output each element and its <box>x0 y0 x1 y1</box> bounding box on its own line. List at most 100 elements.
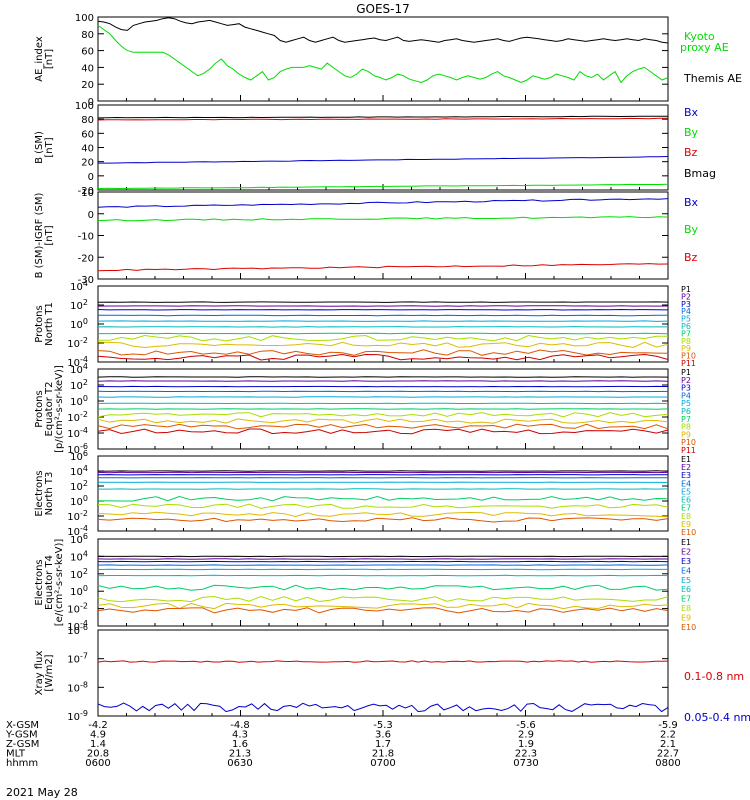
panel-frame <box>97 629 669 717</box>
series-line <box>97 198 669 208</box>
orbit-cell: 0600 <box>85 758 110 769</box>
orbit-cell: 2.1 <box>660 739 676 750</box>
y-tick-label: 100 <box>70 317 88 331</box>
panel-4: 10-4 10-2 100 102 104 ProtonsNorth T1 P1P2P3P4… <box>34 279 696 369</box>
y-tick-label: 100 <box>70 584 88 598</box>
legend-p4: P4 <box>681 307 691 316</box>
channel-line <box>97 412 669 418</box>
y-tick-label: 20 <box>81 80 94 91</box>
legend-p2: P2 <box>681 376 691 385</box>
orbit-cell: 22.3 <box>515 749 537 760</box>
date-label: 2021 May 28 <box>6 786 78 799</box>
legend-p3: P3 <box>681 300 691 309</box>
y-tick-label: 10-2 <box>67 410 88 424</box>
channel-line <box>97 308 669 311</box>
legend-e2: E2 <box>681 547 691 556</box>
channel-line <box>97 584 669 591</box>
legend-bz: Bz <box>684 251 698 264</box>
legend-e3: E3 <box>681 471 691 480</box>
series-line <box>97 702 669 713</box>
series-line <box>97 117 668 121</box>
legend-e7: E7 <box>681 595 691 604</box>
legend-p7: P7 <box>681 415 691 424</box>
legend-proxy-ae: proxy AE <box>680 41 729 54</box>
y-axis-label: B (SM)[nT] <box>34 131 55 164</box>
orbit-cell: 21.8 <box>372 749 394 760</box>
series-line <box>98 156 669 164</box>
y-tick-label: 60 <box>81 129 94 140</box>
orbit-row-label: MLT <box>6 749 26 760</box>
channel-line <box>97 314 668 317</box>
legend-e6: E6 <box>681 585 691 594</box>
y-tick-label: 10-4 <box>67 355 88 369</box>
y-tick-label: -20 <box>78 253 94 264</box>
channel-line <box>97 607 669 614</box>
series-line <box>97 263 669 272</box>
y-tick-label: 10-9 <box>67 709 88 723</box>
legend-e7: E7 <box>681 504 691 513</box>
y-tick-label: 20 <box>81 158 94 169</box>
orbit-cell: 0630 <box>227 758 252 769</box>
series-line <box>97 660 669 663</box>
legend-kyoto: Kyoto <box>684 30 715 43</box>
figure-title: GOES-17 <box>356 2 410 16</box>
y-tick-label: 40 <box>81 144 94 155</box>
y-tick-label: 40 <box>81 63 94 74</box>
legend-p11: P11 <box>681 446 696 455</box>
panel-frame <box>97 16 669 102</box>
orbit-cell: -5.9 <box>658 720 678 731</box>
legend-bmag: Bmag <box>684 167 716 180</box>
legend-p6: P6 <box>681 407 691 416</box>
y-tick-label: 106 <box>70 532 88 546</box>
y-tick-label: 102 <box>70 567 88 581</box>
channel-line <box>97 305 669 307</box>
legend-e6: E6 <box>681 496 691 505</box>
orbit-cell: 22.7 <box>657 749 679 760</box>
y-tick-label: 10-2 <box>67 509 88 523</box>
legend-e10: E10 <box>681 528 696 537</box>
y-tick-label: 104 <box>70 279 88 293</box>
channel-line <box>97 595 669 603</box>
legend-e1: E1 <box>681 538 691 547</box>
orbit-cell: 4.3 <box>232 730 248 741</box>
y-tick-label: -30 <box>78 275 94 286</box>
legend-bz: Bz <box>684 146 698 159</box>
panel-frame <box>97 191 669 280</box>
y-axis-label: ElectronsEquator T4[e/(cm²-s-sr-keV)] <box>34 539 65 627</box>
channel-line <box>97 334 668 342</box>
legend-p11: P11 <box>681 359 696 368</box>
orbit-cell: 4.9 <box>90 730 106 741</box>
orbit-cell: 2.2 <box>660 730 676 741</box>
panel-frame <box>97 285 669 363</box>
orbit-cell: 1.7 <box>375 739 391 750</box>
legend-p10: P10 <box>681 352 696 361</box>
y-tick-label: 10-4 <box>67 619 88 633</box>
y-tick-label: 106 <box>70 449 88 463</box>
y-axis-label: ProtonsNorth T1 <box>34 302 55 346</box>
legend-p5: P5 <box>681 315 691 324</box>
y-tick-label: 100 <box>75 13 94 24</box>
y-tick-label: -20 <box>78 186 94 197</box>
y-tick-label: 10-2 <box>67 336 88 350</box>
channel-line <box>97 602 669 610</box>
legend-p5: P5 <box>681 399 691 408</box>
orbit-cell: 2.9 <box>518 730 534 741</box>
orbit-cell: -4.2 <box>88 720 108 731</box>
panel-2: -20 0 20 40 60 80 100 B (SM)[nT] Bx By Bz Bmag <box>34 101 716 197</box>
y-tick-label: 0 <box>88 97 94 108</box>
legend-p8: P8 <box>681 423 691 432</box>
y-tick-label: 102 <box>70 378 88 392</box>
legend-e3: E3 <box>681 557 691 566</box>
legend-p3: P3 <box>681 384 691 393</box>
legend-p8: P8 <box>681 337 691 346</box>
legend-p9: P9 <box>681 430 691 439</box>
series-line <box>97 216 669 222</box>
orbit-cell: -5.6 <box>516 720 536 731</box>
y-tick-label: 104 <box>70 362 88 376</box>
series-line <box>97 183 669 190</box>
channel-line <box>97 428 669 435</box>
